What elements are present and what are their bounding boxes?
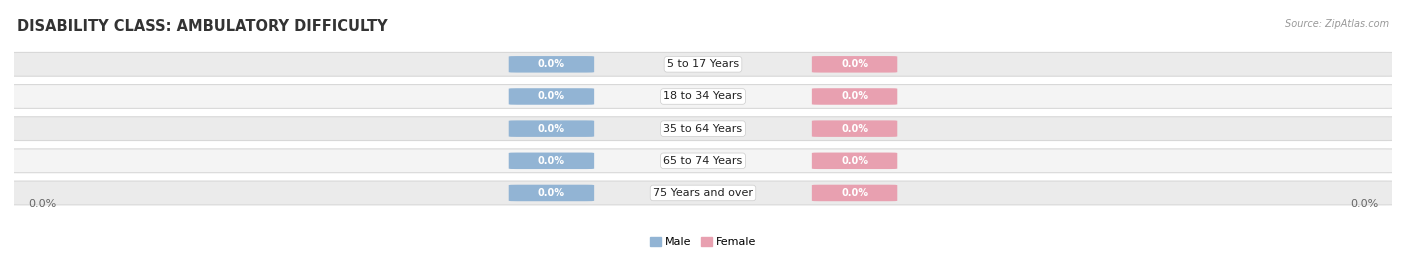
FancyBboxPatch shape	[811, 152, 897, 169]
FancyBboxPatch shape	[0, 181, 1406, 205]
Text: 0.0%: 0.0%	[538, 188, 565, 198]
Text: 0.0%: 0.0%	[841, 59, 868, 69]
Text: 35 to 64 Years: 35 to 64 Years	[664, 124, 742, 134]
Text: 0.0%: 0.0%	[538, 59, 565, 69]
FancyBboxPatch shape	[0, 117, 1406, 140]
FancyBboxPatch shape	[811, 88, 897, 105]
FancyBboxPatch shape	[509, 56, 595, 73]
FancyBboxPatch shape	[509, 120, 595, 137]
FancyBboxPatch shape	[509, 152, 595, 169]
Text: Source: ZipAtlas.com: Source: ZipAtlas.com	[1285, 19, 1389, 29]
Text: 18 to 34 Years: 18 to 34 Years	[664, 91, 742, 102]
Text: 0.0%: 0.0%	[538, 156, 565, 166]
FancyBboxPatch shape	[811, 56, 897, 73]
FancyBboxPatch shape	[811, 120, 897, 137]
Text: 0.0%: 0.0%	[28, 199, 56, 209]
Text: 0.0%: 0.0%	[538, 124, 565, 134]
Text: 0.0%: 0.0%	[841, 188, 868, 198]
FancyBboxPatch shape	[0, 53, 1406, 76]
Text: 0.0%: 0.0%	[841, 156, 868, 166]
FancyBboxPatch shape	[0, 85, 1406, 108]
Text: 5 to 17 Years: 5 to 17 Years	[666, 59, 740, 69]
Legend: Male, Female: Male, Female	[645, 232, 761, 252]
Text: 65 to 74 Years: 65 to 74 Years	[664, 156, 742, 166]
Text: 0.0%: 0.0%	[538, 91, 565, 102]
Text: DISABILITY CLASS: AMBULATORY DIFFICULTY: DISABILITY CLASS: AMBULATORY DIFFICULTY	[17, 19, 388, 34]
FancyBboxPatch shape	[0, 149, 1406, 173]
FancyBboxPatch shape	[811, 185, 897, 201]
Text: 0.0%: 0.0%	[841, 91, 868, 102]
FancyBboxPatch shape	[509, 185, 595, 201]
Text: 75 Years and over: 75 Years and over	[652, 188, 754, 198]
Text: 0.0%: 0.0%	[841, 124, 868, 134]
Text: 0.0%: 0.0%	[1350, 199, 1378, 209]
FancyBboxPatch shape	[509, 88, 595, 105]
